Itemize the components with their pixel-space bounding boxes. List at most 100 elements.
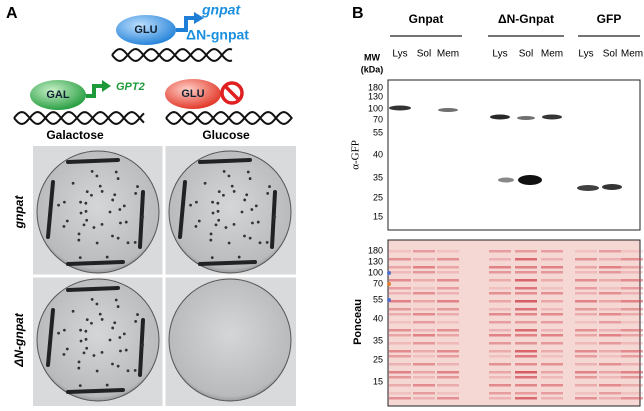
colony <box>189 203 192 207</box>
stain-band <box>575 355 597 358</box>
stain-band <box>413 329 435 332</box>
colony <box>111 326 115 330</box>
stain-band <box>575 334 597 337</box>
stain-band <box>541 258 563 261</box>
mw-marker: 70 <box>373 114 383 124</box>
colony <box>134 192 138 195</box>
stain-band <box>541 300 563 303</box>
colony <box>126 369 130 373</box>
stain-band <box>621 397 643 400</box>
arrow <box>176 16 196 32</box>
stain-band <box>413 397 435 400</box>
stain-band <box>575 279 597 282</box>
stain-band <box>541 329 563 332</box>
colony <box>100 190 104 193</box>
stain-band <box>389 350 411 353</box>
colony <box>256 220 260 224</box>
colony <box>111 198 115 202</box>
colony-streak <box>66 260 125 266</box>
stain-band <box>575 287 597 290</box>
stain-band <box>575 371 597 374</box>
stain-band <box>437 376 459 379</box>
stain-band <box>437 397 459 400</box>
stain-band <box>575 329 597 332</box>
stain-band <box>599 355 621 358</box>
stain-band <box>575 258 597 261</box>
stain-band <box>437 313 459 316</box>
stain-band <box>389 321 411 324</box>
colony <box>85 190 89 194</box>
stain-band <box>489 279 511 282</box>
stain-band <box>413 363 435 366</box>
lane-label: Mem <box>541 49 563 60</box>
mw-marker: 40 <box>373 149 383 159</box>
colony <box>265 240 269 244</box>
stain-label: Ponceau <box>352 299 364 345</box>
stain-band <box>575 384 597 387</box>
colony <box>113 193 117 197</box>
stain-band <box>599 300 621 303</box>
stain-band <box>389 258 411 261</box>
stain-band <box>575 397 597 400</box>
group-label: Gnpat <box>409 12 444 26</box>
stain-band <box>389 371 411 374</box>
colony <box>133 368 137 372</box>
stain-band <box>515 271 537 274</box>
stain-band <box>437 258 459 261</box>
group-label: GFP <box>597 12 622 26</box>
colony <box>217 190 221 194</box>
stain-band <box>541 287 563 290</box>
stain-band <box>599 271 621 274</box>
mw-marker: 180 <box>368 245 383 255</box>
colony <box>195 200 198 204</box>
stain-band <box>489 313 511 316</box>
stain-band <box>437 300 459 303</box>
band <box>602 184 622 190</box>
stain-band <box>541 397 563 400</box>
colony <box>65 347 69 351</box>
stain-band <box>389 279 411 282</box>
colony <box>232 190 236 193</box>
stain-band <box>413 376 435 379</box>
stain-band <box>621 371 643 374</box>
ladder-dot <box>387 298 391 302</box>
colony <box>84 337 88 341</box>
colony <box>250 208 254 211</box>
colony <box>95 369 99 373</box>
colony <box>222 170 226 173</box>
stain-band <box>389 376 411 379</box>
colony-streak <box>270 190 277 249</box>
stain-band <box>437 321 459 324</box>
stain-band <box>489 266 511 269</box>
stain-band <box>489 355 511 358</box>
stain-band <box>489 384 511 387</box>
stain-band <box>541 250 563 253</box>
stain-band <box>413 292 435 295</box>
stain-band <box>621 308 643 311</box>
colony <box>79 211 83 215</box>
stain-band <box>599 308 621 311</box>
mw-marker: 55 <box>373 127 383 137</box>
stain-band <box>621 279 643 282</box>
stain-band <box>489 371 511 374</box>
stain-band <box>541 342 563 345</box>
colony <box>105 383 109 387</box>
stain-band <box>489 287 511 290</box>
colony <box>141 343 145 347</box>
colony <box>214 223 218 227</box>
stain-band <box>515 350 537 353</box>
stain-band <box>541 308 563 311</box>
band <box>542 114 562 120</box>
band <box>438 108 458 112</box>
stain-band <box>413 334 435 337</box>
colony <box>90 298 94 301</box>
colony <box>124 220 128 224</box>
stain-band <box>575 292 597 295</box>
colony <box>119 221 122 225</box>
panel-label: B <box>352 5 364 22</box>
stain-band <box>437 384 459 387</box>
gene-label: ΔN-gnpat <box>186 27 249 43</box>
stain-band <box>599 250 621 253</box>
stain-band <box>389 266 411 269</box>
stain-band <box>515 250 537 253</box>
